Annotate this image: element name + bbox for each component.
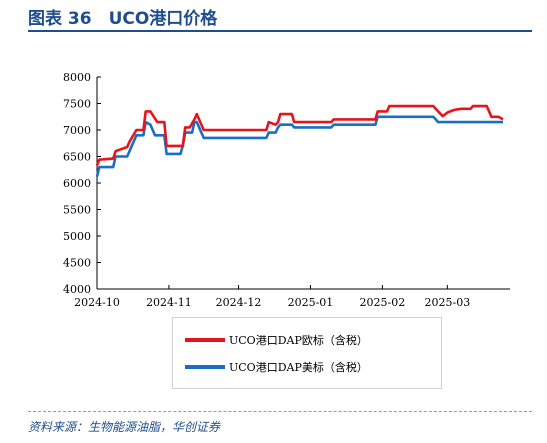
y-tick-label: 4500 <box>63 257 91 270</box>
y-tick-label: 4000 <box>63 283 91 296</box>
x-axis-ticks: 2024-10 2024-11 2024-12 2025-01 2025-02 2025-… <box>74 285 470 309</box>
legend-item-eu: UCO港口DAP欧标（含税） <box>185 332 368 348</box>
y-tick-label: 6500 <box>63 151 91 164</box>
chart-series <box>95 104 504 177</box>
legend-label-us: UCO港口DAP美标（含税） <box>229 361 368 374</box>
figure-title: 图表 36 UCO港口价格 <box>28 9 218 29</box>
series-line-us <box>95 115 503 177</box>
y-tick-label: 5000 <box>63 230 91 243</box>
legend-label-eu: UCO港口DAP欧标（含税） <box>229 334 368 347</box>
x-tick-label: 2025-01 <box>288 296 334 309</box>
chart-legend: UCO港口DAP欧标（含税） UCO港口DAP美标（含税） <box>172 317 442 389</box>
series-line-eu <box>95 104 504 166</box>
x-tick-label: 2025-02 <box>360 296 406 309</box>
y-tick-label: 7500 <box>63 98 91 111</box>
y-tick-label: 5500 <box>63 204 91 217</box>
y-tick-label: 8000 <box>63 71 91 84</box>
x-tick-label: 2024-12 <box>216 296 262 309</box>
x-tick-label: 2024-10 <box>74 296 120 309</box>
source-divider <box>28 411 532 412</box>
y-tick-label: 7000 <box>63 124 91 137</box>
title-divider <box>28 30 532 32</box>
legend-item-us: UCO港口DAP美标（含税） <box>185 359 368 375</box>
source-note: 资料来源：生物能源油脂，华创证券 <box>28 420 221 434</box>
legend-swatch-eu <box>185 338 225 342</box>
y-tick-label: 6000 <box>63 177 91 190</box>
x-tick-label: 2025-03 <box>424 296 470 309</box>
legend-swatch-us <box>185 365 225 369</box>
y-axis-ticks: 4000 4500 5000 5500 6000 6500 7000 7500 8000 <box>63 71 101 296</box>
chart-axes <box>96 77 510 290</box>
x-tick-label: 2024-11 <box>146 296 192 309</box>
